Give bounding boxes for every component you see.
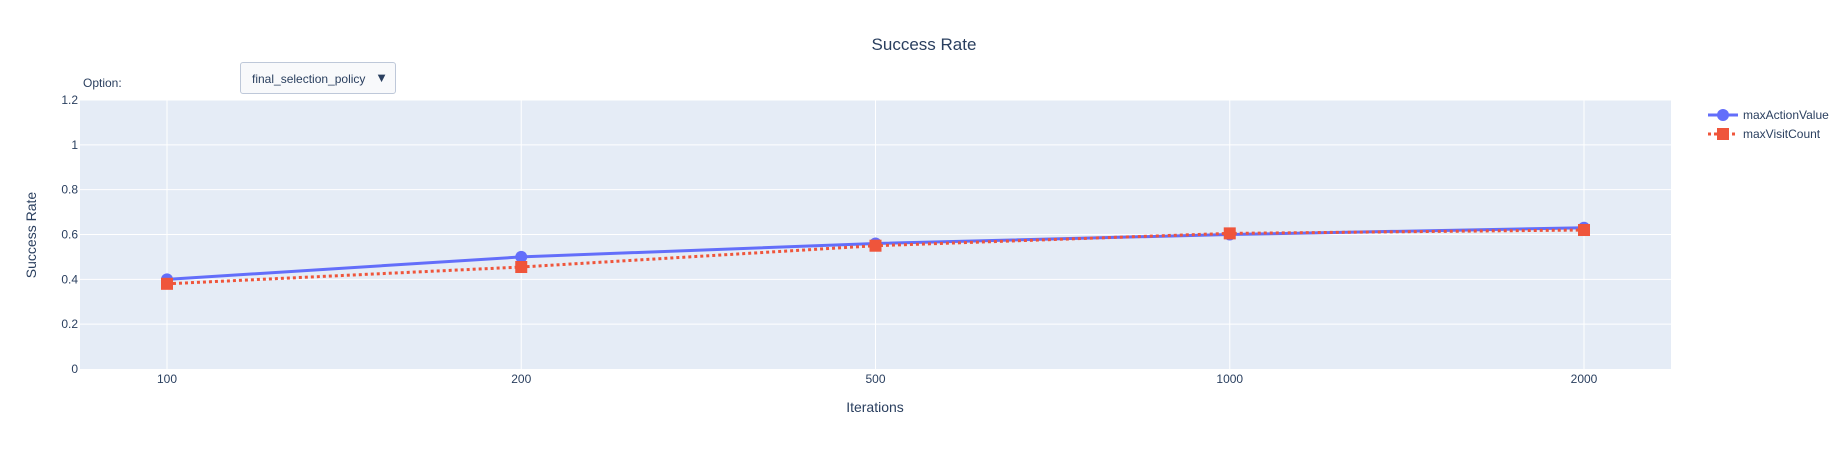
- data-point-maxVisitCount: [869, 239, 882, 252]
- y-tick-label: 0.6: [61, 228, 78, 242]
- x-tick-label: 2000: [1571, 372, 1598, 386]
- dropdown-arrow-icon[interactable]: ▼: [375, 70, 388, 85]
- option-label: Option:: [83, 76, 122, 90]
- y-tick-label: 0.8: [61, 183, 78, 197]
- x-tick-label: 200: [511, 372, 531, 386]
- data-point-maxActionValue: [515, 250, 528, 263]
- y-tick-label: 1: [71, 138, 78, 152]
- legend-marker-maxVisitCount: [1717, 128, 1729, 140]
- legend-marker-maxActionValue: [1717, 109, 1729, 121]
- selection-policy-dropdown[interactable]: final_selection_policy ▼: [240, 62, 396, 94]
- x-tick-label: 100: [157, 372, 177, 386]
- data-point-maxVisitCount: [1578, 224, 1590, 237]
- data-point-maxVisitCount: [515, 261, 528, 274]
- y-tick-label: 1.2: [61, 93, 78, 107]
- y-tick-label: 0.2: [61, 317, 78, 331]
- dropdown-selected-value: final_selection_policy: [252, 72, 366, 86]
- x-tick-label: 1000: [1216, 372, 1243, 386]
- x-tick-label: 500: [865, 372, 885, 386]
- y-axis-title: Success Rate: [23, 192, 39, 279]
- legend-label-maxActionValue: maxActionValue: [1743, 108, 1829, 122]
- data-point-maxVisitCount: [161, 277, 173, 290]
- chart-title: Success Rate: [872, 35, 977, 54]
- y-tick-label: 0.4: [61, 272, 78, 286]
- data-point-maxVisitCount: [1223, 227, 1236, 240]
- y-tick-label: 0: [71, 362, 78, 376]
- legend-label-maxVisitCount: maxVisitCount: [1743, 127, 1821, 141]
- x-axis-title: Iterations: [846, 399, 904, 415]
